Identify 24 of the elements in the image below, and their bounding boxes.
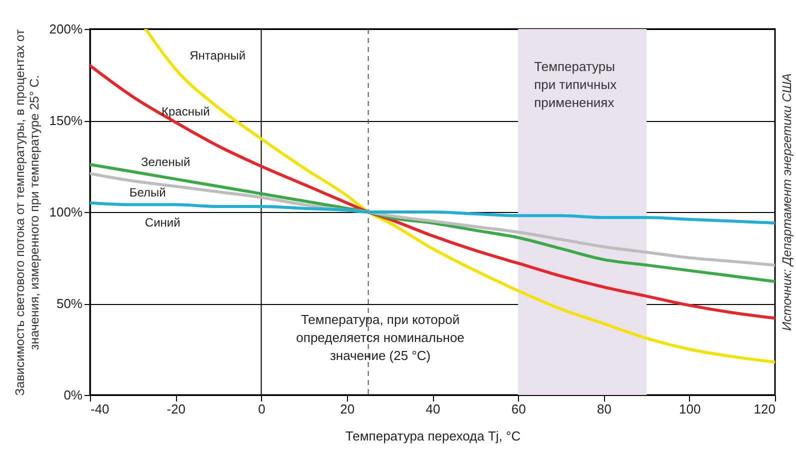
x-axis-title: Температура перехода Tj, °C bbox=[345, 428, 521, 444]
y-tick-label: 200% bbox=[49, 22, 83, 36]
text: Источник: Департамент энергетики США bbox=[780, 73, 794, 331]
y-axis-title: Зависимость светового потока от температуры, в процентах от значения, измеренного при температуре 25° С. bbox=[12, 28, 42, 396]
ref-line-label: Температура, при которой определяется номинальное значение (25 °C) bbox=[296, 312, 464, 363]
series-label: Янтарный bbox=[190, 48, 246, 62]
y-tick-label: 50% bbox=[56, 296, 83, 311]
y-tick-label: 100% bbox=[49, 204, 83, 220]
x-tick-label: 20 bbox=[340, 402, 355, 416]
x-tick-label: 100 bbox=[679, 402, 701, 416]
x-tick-label: 40 bbox=[426, 402, 440, 416]
band-label: Температуры при типичных применениях bbox=[534, 59, 618, 110]
series-label: Синий bbox=[144, 216, 180, 230]
series-label: Белый bbox=[129, 185, 166, 200]
x-tick-label: 120 bbox=[754, 402, 776, 416]
x-tick-label: 60 bbox=[511, 402, 526, 416]
x-tick-label: -40 bbox=[90, 402, 110, 416]
series-label: Зеленый bbox=[141, 155, 190, 170]
x-tick-label: 80 bbox=[597, 402, 612, 416]
y-tick-label: 0% bbox=[64, 388, 83, 402]
y-tick-label: 150% bbox=[49, 113, 83, 128]
series-label: Красный bbox=[161, 104, 210, 118]
x-tick-label: 0 bbox=[258, 402, 266, 416]
x-tick-label: -20 bbox=[166, 402, 186, 416]
